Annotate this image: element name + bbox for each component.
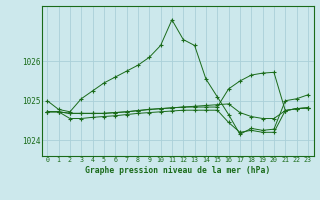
X-axis label: Graphe pression niveau de la mer (hPa): Graphe pression niveau de la mer (hPa)	[85, 166, 270, 175]
